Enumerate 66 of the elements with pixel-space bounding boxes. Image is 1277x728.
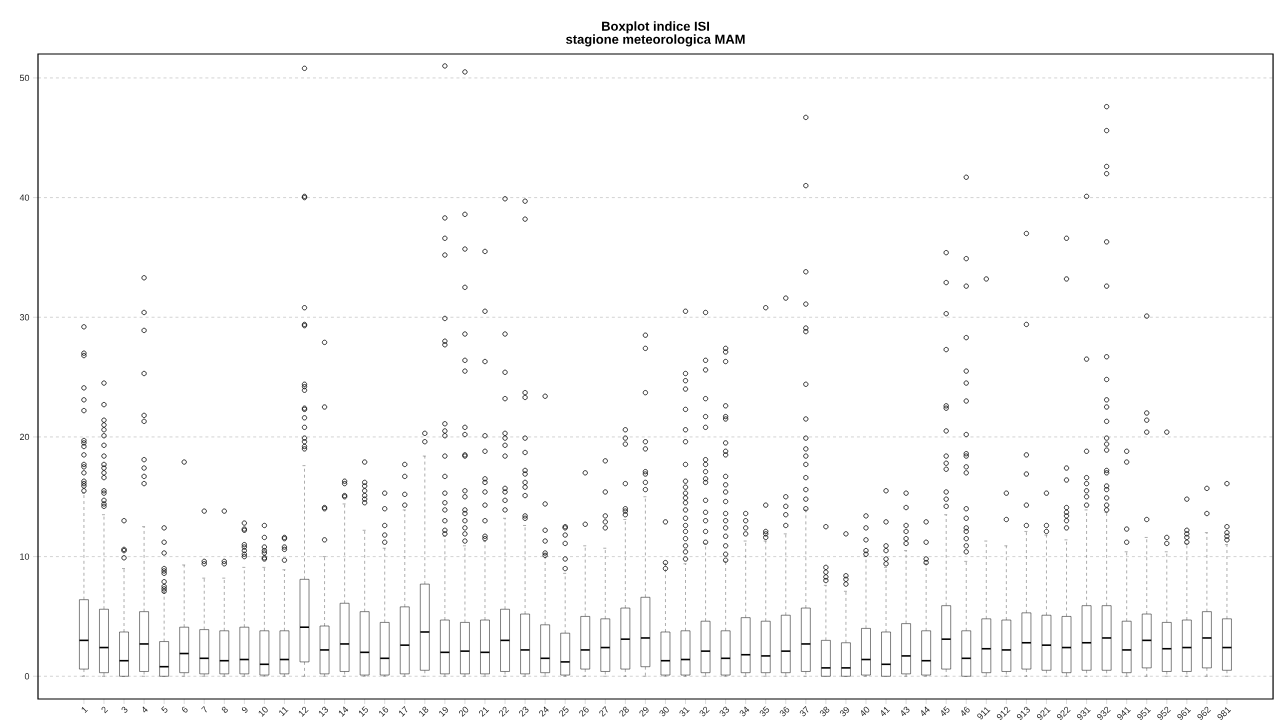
x-tick-label: 24 [539,706,549,717]
x-tick-label: 44 [921,706,930,716]
x-tick-label: 11 [279,707,289,717]
x-tick-label: 7 [201,706,207,713]
x-tick-label: 9 [241,706,248,713]
x-tick-label: 962 [1197,706,1211,720]
x-tick-label: 26 [579,706,589,717]
x-tick-label: 20 [458,706,469,717]
x-tick-label: 46 [961,706,970,717]
x-tick-label: 981 [1217,707,1232,720]
x-tick-label: 913 [1016,706,1030,720]
x-tick-label: 952 [1157,706,1171,720]
x-tick-label: 961 [1177,707,1191,720]
y-tick-label: 50 [19,74,30,82]
y-tick-label: 10 [20,553,30,560]
x-tick-label: 951 [1137,707,1151,720]
x-tick-label: 19 [439,706,449,717]
x-tick-label: 8 [221,706,228,713]
x-tick-label: 23 [519,706,529,717]
x-tick-label: 3 [121,706,128,713]
x-tick-label: 15 [358,706,369,717]
x-tick-label: 38 [819,706,830,717]
x-tick-label: 22 [499,706,510,717]
y-tick-label: 0 [24,673,30,680]
x-tick-label: 33 [719,706,730,717]
x-tick-label: 12 [298,706,309,717]
x-tick-label: 18 [419,706,429,717]
x-tick-label: 921 [1036,707,1051,720]
x-tick-label: 39 [839,706,850,717]
x-tick-label: 28 [619,706,629,717]
x-tick-label: 27 [599,706,608,717]
chart-title: Boxplot indice ISI [602,21,709,34]
chart-subtitle: stagione meteorologica MAM [566,34,745,47]
x-tick-label: 29 [639,706,649,717]
x-tick-label: 912 [996,706,1011,720]
y-tick-label: 20 [19,433,30,441]
x-tick-label: 932 [1097,706,1111,720]
x-tick-label: 922 [1057,706,1071,720]
x-tick-label: 25 [559,706,569,717]
x-tick-label: 16 [379,706,389,717]
x-tick-label: 6 [181,706,188,713]
x-tick-label: 36 [779,706,790,717]
x-tick-label: 37 [799,706,809,717]
x-tick-label: 1 [81,707,88,714]
x-tick-label: 45 [941,706,950,716]
x-tick-label: 10 [258,706,268,717]
x-tick-label: 13 [318,706,329,717]
x-tick-label: 911 [977,707,991,720]
x-tick-label: 17 [399,706,408,717]
x-tick-label: 21 [479,707,490,717]
x-tick-label: 931 [1077,707,1091,720]
x-tick-label: 41 [881,707,891,716]
x-tick-label: 14 [338,706,349,717]
x-tick-label: 5 [161,706,168,713]
x-tick-label: 30 [659,706,669,717]
x-tick-label: 2 [101,706,109,714]
y-tick-label: 30 [19,314,30,321]
x-tick-label: 35 [759,706,770,717]
x-tick-label: 941 [1117,707,1131,720]
y-tick-label: 40 [19,194,30,201]
x-tick-label: 4 [142,706,148,713]
x-tick-label: 31 [679,707,690,717]
x-tick-label: 34 [739,706,750,717]
x-tick-label: 40 [861,706,870,717]
x-tick-label: 43 [901,706,910,717]
x-tick-label: 32 [699,706,710,717]
